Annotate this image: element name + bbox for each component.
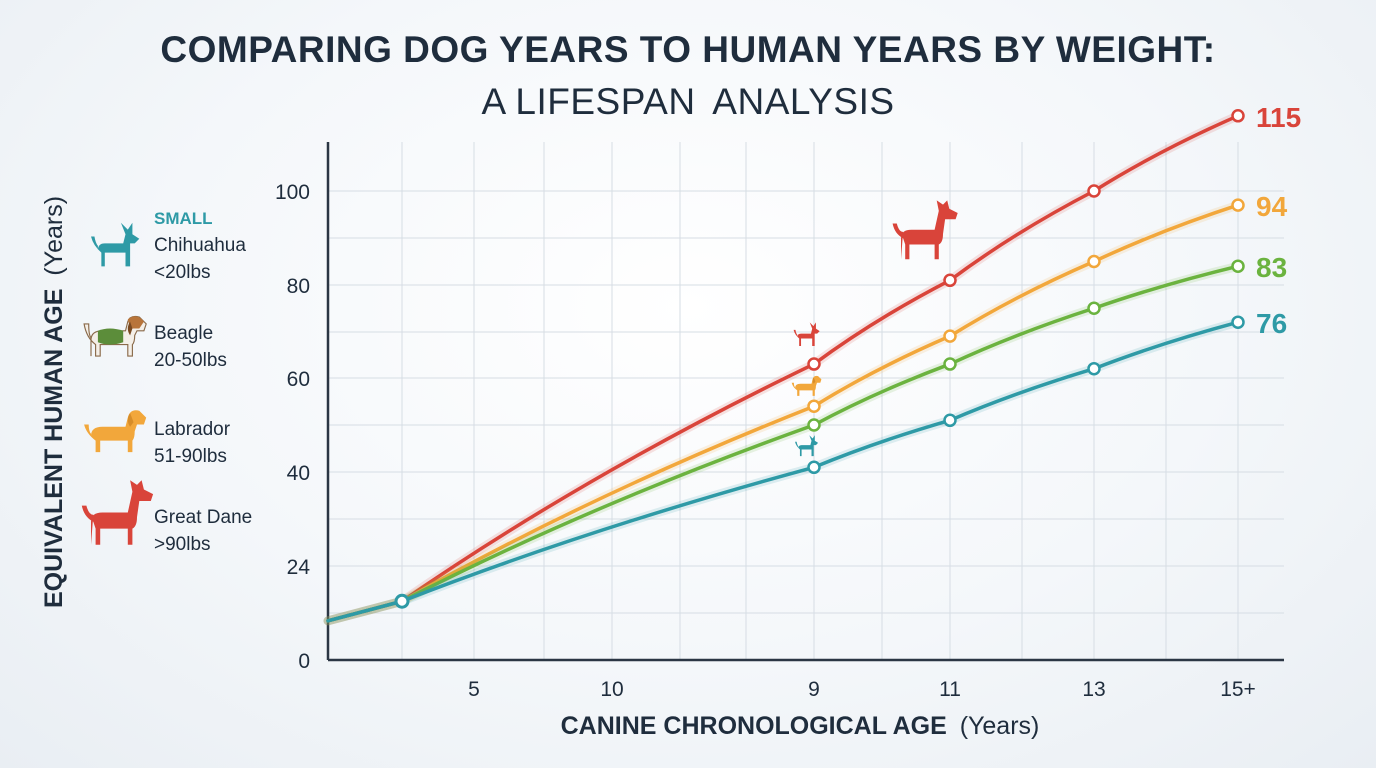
x-tick-label: 11: [939, 678, 961, 701]
x-axis-title-strong: CANINE CHRONOLOGICAL AGE: [561, 712, 947, 740]
y-axis-title: EQUIVALENT HUMAN AGE (Years): [40, 196, 68, 608]
data-point: [943, 329, 957, 343]
series-line-great-dane: [326, 114, 1240, 623]
series-line-chihuahua: [326, 320, 1240, 623]
legend-item: Great Dane >90lbs: [81, 480, 252, 555]
great-dane-icon: [892, 200, 958, 260]
x-tick-labels: 5 10 9 11 13 15+: [468, 678, 1256, 701]
legend-group-heading: SMALL: [154, 209, 213, 228]
axes: [326, 142, 1284, 662]
x-tick-label: 13: [1082, 678, 1105, 701]
data-point: [807, 357, 821, 371]
legend-weight-range: <20lbs: [154, 262, 211, 283]
data-point: [943, 273, 957, 288]
series-layer: [323, 111, 1243, 626]
series-end-label: 115: [1256, 102, 1301, 133]
y-tick-label: 40: [287, 462, 310, 485]
series-line-halo: [323, 261, 1243, 626]
y-axis-title-unit: (Years): [40, 196, 68, 276]
chart-subtitle: A LIFESPAN ANALYSIS: [481, 81, 894, 122]
chart-subtitle-b: ANALYSIS: [712, 81, 894, 122]
legend-weight-range: >90lbs: [154, 534, 211, 555]
y-tick-label: 0: [298, 650, 310, 673]
legend-item: Beagle 20-50lbs: [83, 315, 227, 371]
x-tick-label: 9: [808, 678, 820, 701]
x-tick-label: 15+: [1220, 678, 1256, 701]
series-end-label: 94: [1256, 191, 1288, 222]
data-point: [943, 413, 957, 428]
series-line-labrador: [326, 203, 1240, 623]
chihuahua-icon: [795, 435, 819, 457]
legend-breed-name: Beagle: [154, 323, 213, 344]
great-dane-icon: [81, 480, 154, 545]
labrador-icon: [791, 375, 822, 396]
y-tick-label: 80: [287, 275, 310, 298]
legend: SMALL Chihuahua <20lbs Beagle 20-50lbs Labrad…: [81, 209, 252, 555]
chart-subtitle-a: A LIFESPAN: [481, 81, 695, 122]
labrador-icon: [84, 410, 147, 453]
data-point: [1087, 361, 1101, 376]
beagle-icon: [83, 315, 147, 357]
data-point: [1087, 184, 1101, 198]
legend-item: SMALL Chihuahua <20lbs: [91, 209, 246, 283]
data-point: [943, 357, 957, 371]
grid: [328, 142, 1284, 660]
y-tick-label: 24: [287, 556, 311, 579]
y-axis-title-strong: EQUIVALENT HUMAN AGE: [40, 289, 68, 608]
data-point: [1231, 315, 1245, 329]
series-end-label: 76: [1256, 308, 1287, 339]
data-point: [807, 460, 821, 475]
x-tick-label: 5: [468, 678, 480, 701]
legend-breed-name: Chihuahua: [154, 235, 246, 256]
series-end-label: 83: [1256, 252, 1287, 283]
y-tick-label: 60: [287, 368, 310, 391]
data-point: [1087, 301, 1101, 315]
y-tick-labels: 0 24 40 60 80 100: [275, 181, 310, 673]
x-axis-title: CANINE CHRONOLOGICAL AGE (Years): [561, 712, 1040, 740]
legend-weight-range: 51-90lbs: [154, 446, 227, 467]
series-line-beagle: [326, 264, 1240, 623]
chart-title: COMPARING DOG YEARS TO HUMAN YEARS BY WE…: [160, 29, 1215, 70]
shared-start-point: [394, 593, 410, 609]
data-point: [1231, 198, 1245, 212]
x-tick-label: 10: [600, 678, 623, 701]
legend-weight-range: 20-50lbs: [154, 350, 227, 371]
marker-icon-layer: [791, 200, 958, 457]
data-point: [1231, 259, 1245, 273]
data-point: [807, 418, 821, 432]
data-point: [1231, 109, 1245, 123]
chihuahua-icon: [91, 222, 140, 267]
small-red-dog-icon: [793, 322, 820, 346]
x-axis-title-unit: (Years): [960, 712, 1040, 740]
legend-item: Labrador 51-90lbs: [84, 410, 231, 467]
legend-breed-name: Labrador: [154, 419, 231, 440]
end-label-layer: 115 94 83 76: [1256, 102, 1301, 339]
marker-layer: [394, 109, 1245, 609]
legend-breed-name: Great Dane: [154, 507, 252, 528]
data-point: [807, 399, 821, 413]
y-tick-label: 100: [275, 181, 310, 204]
data-point: [1087, 254, 1101, 269]
